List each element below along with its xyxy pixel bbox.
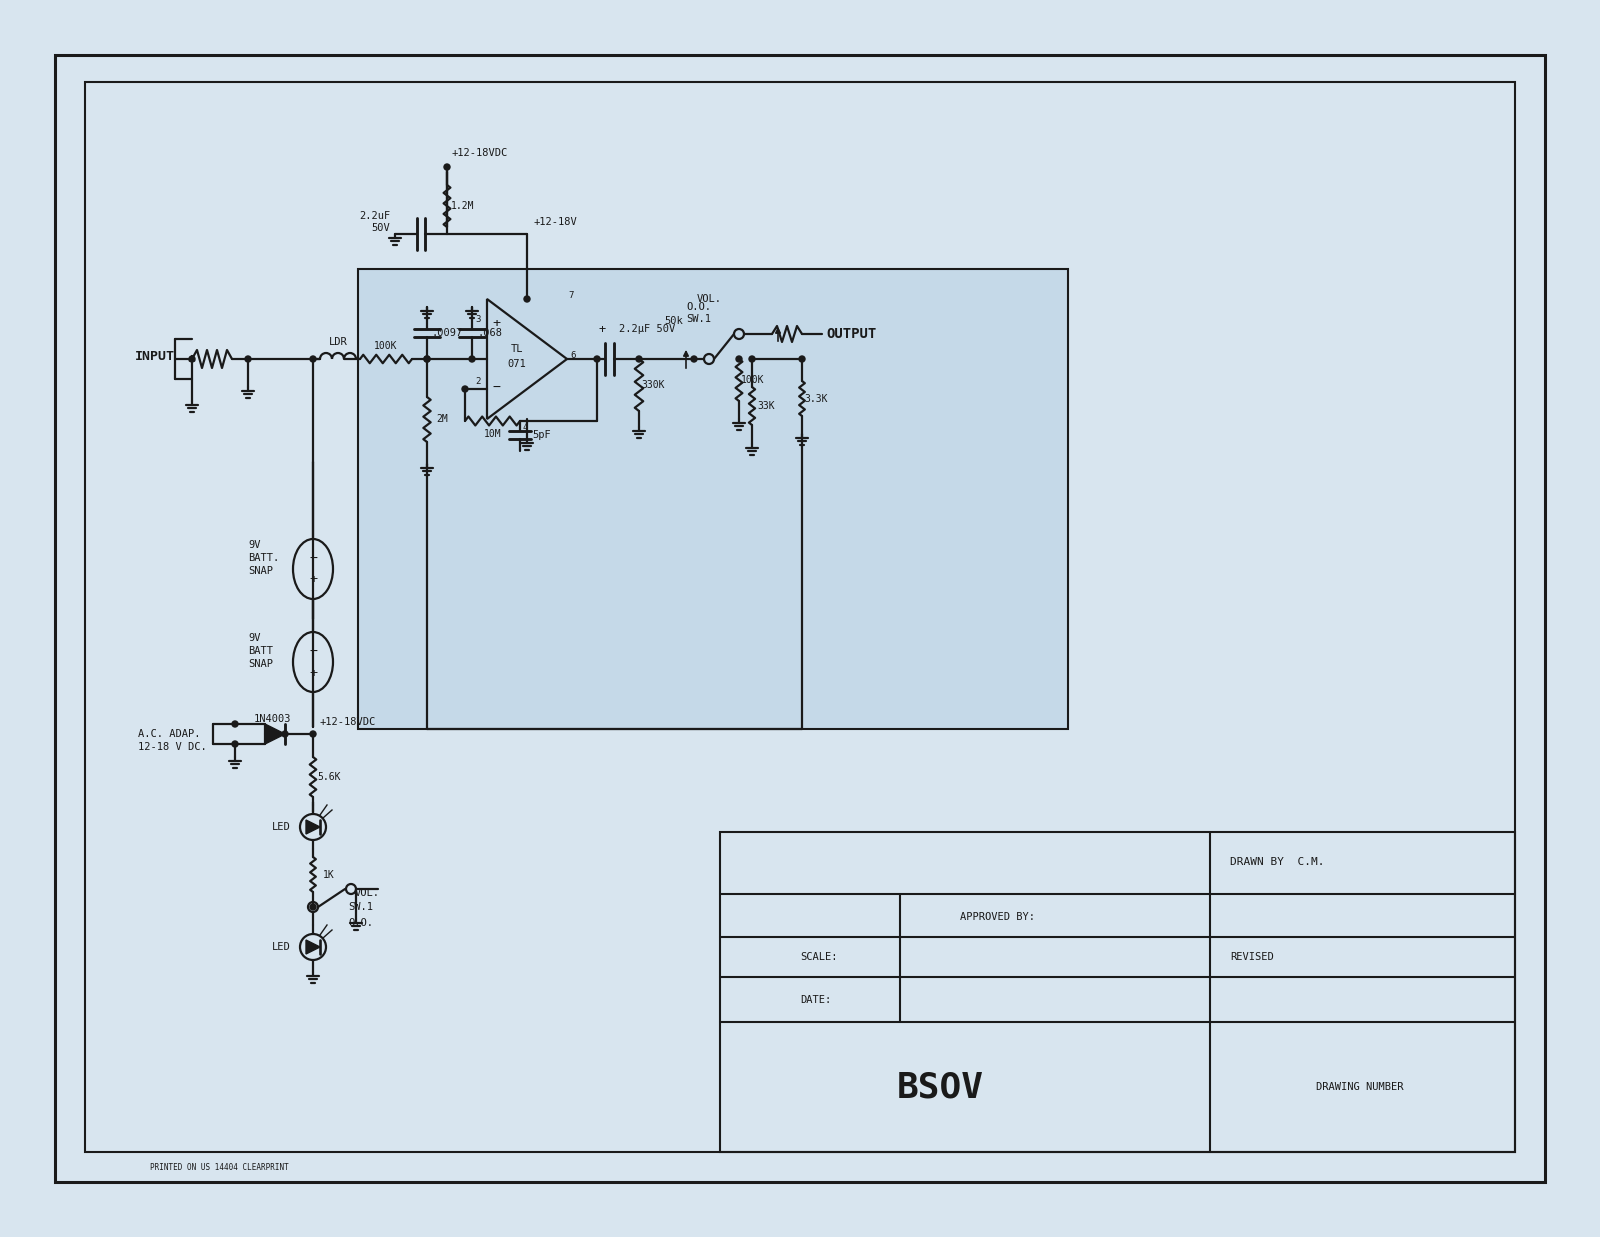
Text: LDR: LDR — [328, 336, 347, 348]
Circle shape — [310, 904, 317, 910]
Text: BSOV: BSOV — [896, 1070, 984, 1103]
Text: TL: TL — [510, 344, 523, 354]
Text: 2: 2 — [475, 376, 480, 386]
Text: −: − — [309, 644, 317, 658]
Polygon shape — [306, 820, 320, 834]
Text: DRAWING NUMBER: DRAWING NUMBER — [1317, 1082, 1403, 1092]
Text: .068: .068 — [477, 328, 502, 338]
Text: A.C. ADAP.: A.C. ADAP. — [138, 729, 200, 738]
Circle shape — [462, 386, 467, 392]
Text: REVISED: REVISED — [1230, 952, 1274, 962]
Text: 3: 3 — [475, 314, 480, 324]
Text: 12-18 V DC.: 12-18 V DC. — [138, 742, 206, 752]
Circle shape — [691, 356, 698, 362]
Text: 2.2uF: 2.2uF — [358, 212, 390, 221]
Text: PRINTED ON US 14404 CLEARPRINT: PRINTED ON US 14404 CLEARPRINT — [150, 1163, 288, 1171]
Text: VOL.: VOL. — [355, 888, 381, 898]
Polygon shape — [306, 940, 320, 954]
Circle shape — [282, 731, 288, 737]
Text: SNAP: SNAP — [248, 659, 274, 669]
Text: 071: 071 — [507, 359, 526, 369]
Text: .0097: .0097 — [432, 328, 462, 338]
Circle shape — [469, 356, 475, 362]
Text: 1K: 1K — [323, 870, 334, 880]
Text: 2M: 2M — [437, 414, 448, 424]
Text: −: − — [309, 552, 317, 564]
Circle shape — [445, 165, 450, 169]
Text: INPUT: INPUT — [134, 350, 174, 364]
Text: 5.6K: 5.6K — [317, 772, 341, 782]
Text: SNAP: SNAP — [248, 567, 274, 576]
Text: APPROVED BY:: APPROVED BY: — [960, 912, 1035, 922]
Text: O.O.: O.O. — [349, 918, 373, 928]
Circle shape — [594, 356, 600, 362]
Circle shape — [749, 356, 755, 362]
Text: SCALE:: SCALE: — [800, 952, 837, 962]
Text: 9V: 9V — [248, 541, 261, 550]
Text: SW.1: SW.1 — [686, 314, 712, 324]
Circle shape — [736, 356, 742, 362]
Text: +: + — [598, 323, 605, 335]
Text: VOL.: VOL. — [696, 294, 722, 304]
Text: 33K: 33K — [757, 401, 774, 411]
Text: 6: 6 — [570, 350, 576, 360]
Polygon shape — [266, 724, 285, 743]
Circle shape — [310, 731, 317, 737]
Circle shape — [310, 356, 317, 362]
Circle shape — [798, 356, 805, 362]
Text: SW.1: SW.1 — [349, 902, 373, 912]
Text: BATT.: BATT. — [248, 553, 280, 563]
Text: 4: 4 — [522, 423, 528, 432]
Text: LED: LED — [272, 823, 290, 833]
Text: 330K: 330K — [642, 380, 664, 390]
Circle shape — [232, 741, 238, 747]
Text: 7: 7 — [568, 291, 574, 299]
Text: 50V: 50V — [371, 223, 390, 233]
Circle shape — [245, 356, 251, 362]
Circle shape — [424, 356, 430, 362]
Text: 100K: 100K — [374, 341, 398, 351]
Text: +12-18VDC: +12-18VDC — [320, 717, 376, 727]
Text: LED: LED — [272, 943, 290, 952]
Text: 2.2μF 50V: 2.2μF 50V — [619, 324, 675, 334]
Text: +: + — [309, 574, 317, 586]
Text: 3.3K: 3.3K — [805, 393, 827, 403]
Text: DRAWN BY  C.M.: DRAWN BY C.M. — [1230, 857, 1325, 867]
Text: DATE:: DATE: — [800, 995, 832, 1004]
Text: 5pF: 5pF — [533, 430, 552, 440]
Text: +12-18V: +12-18V — [533, 216, 576, 228]
Circle shape — [189, 356, 195, 362]
Text: +: + — [309, 667, 317, 679]
Text: +12-18VDC: +12-18VDC — [453, 148, 509, 158]
Text: 1.2M: 1.2M — [451, 200, 475, 212]
Circle shape — [637, 356, 642, 362]
Text: 1N4003: 1N4003 — [253, 714, 291, 724]
Text: 9V: 9V — [248, 633, 261, 643]
Text: −: − — [493, 381, 499, 393]
Text: 10M: 10M — [483, 429, 501, 439]
Circle shape — [525, 296, 530, 302]
Polygon shape — [85, 82, 1515, 1152]
Circle shape — [232, 721, 238, 727]
Text: OUTPUT: OUTPUT — [826, 327, 877, 341]
Text: +: + — [493, 317, 499, 329]
Text: BATT: BATT — [248, 646, 274, 656]
Text: 100K: 100K — [741, 375, 765, 385]
Circle shape — [424, 356, 430, 362]
Text: 50k: 50k — [664, 315, 683, 327]
Polygon shape — [358, 268, 1069, 729]
Text: O.O.: O.O. — [686, 302, 712, 312]
